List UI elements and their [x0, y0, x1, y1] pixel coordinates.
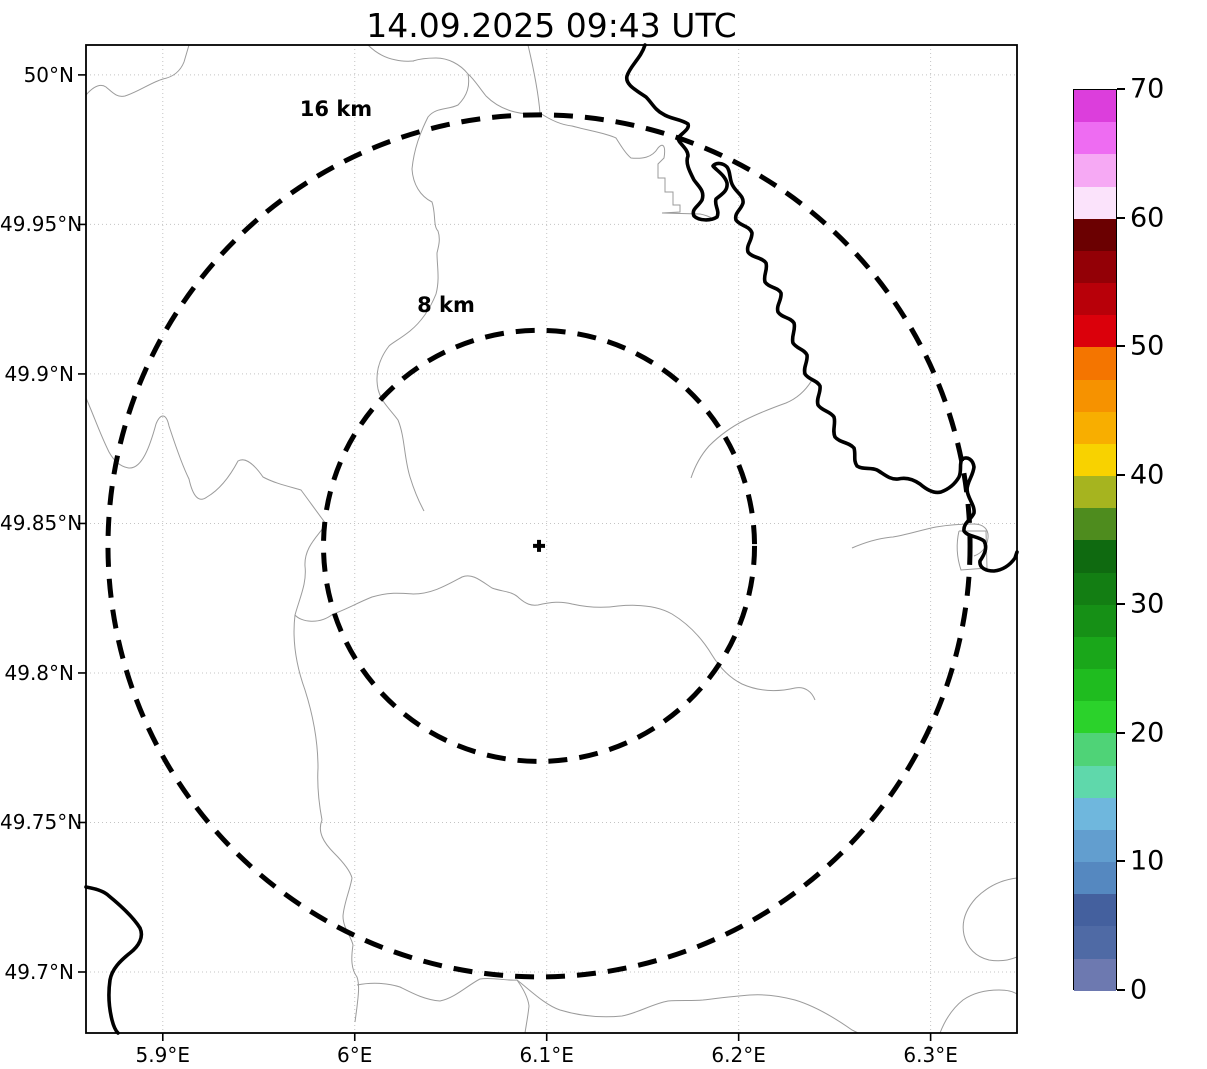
y-tick-label: 49.7°N — [4, 959, 75, 984]
map-line — [412, 57, 541, 115]
range-ring-8km — [321, 327, 758, 764]
map-line — [539, 112, 715, 220]
colorbar-segment — [1074, 862, 1116, 895]
colorbar-segment — [1074, 122, 1116, 155]
colorbar-segment — [1074, 797, 1116, 830]
colorbar-segment — [1074, 958, 1116, 991]
map-line — [527, 44, 541, 114]
colorbar-segment — [1074, 829, 1116, 863]
map-line — [85, 397, 816, 701]
colorbar-segment — [1074, 154, 1116, 187]
colorbar-segment — [1074, 186, 1116, 219]
range-ring-label-16km: 16 km — [299, 97, 373, 121]
colorbar-tick-label: 30 — [1130, 588, 1165, 620]
colorbar-segment — [1074, 926, 1116, 959]
axis-ticks — [78, 74, 932, 1041]
colorbar-segment — [1074, 347, 1116, 380]
map-line — [516, 979, 859, 1034]
range-ring-label-8km: 8 km — [417, 293, 475, 317]
map-line — [319, 819, 360, 1023]
colorbar-segment — [1074, 636, 1116, 670]
colorbar-tick-label: 60 — [1130, 202, 1165, 234]
colorbar-tick — [1117, 474, 1125, 477]
colorbar-tick — [1117, 731, 1125, 734]
y-tick-label: 49.95°N — [0, 212, 83, 237]
colorbar-tick-label: 0 — [1130, 974, 1148, 1006]
x-tick-label: 6.3°E — [903, 1043, 958, 1067]
plot-frame — [85, 44, 1018, 1034]
x-tick-label: 6.2°E — [711, 1043, 766, 1067]
map-line — [939, 989, 1018, 1034]
colorbar-segment — [1074, 411, 1116, 444]
country-border — [624, 43, 1019, 573]
map-line — [367, 44, 415, 62]
colorbar-segment — [1074, 218, 1116, 251]
colorbar — [1073, 89, 1117, 991]
x-tick-label: 6°E — [337, 1043, 373, 1067]
colorbar-tick — [1117, 602, 1125, 605]
colorbar-tick-label: 10 — [1130, 845, 1165, 877]
colorbar-tick-label: 50 — [1130, 330, 1165, 362]
plot-title: 14.09.2025 09:43 UTC — [366, 6, 737, 45]
y-tick-label: 50°N — [23, 62, 74, 87]
range-ring-16km — [105, 112, 973, 980]
commune-border-lines — [85, 44, 1018, 1034]
colorbar-tick — [1117, 216, 1125, 219]
country-border — [84, 885, 144, 1035]
map-line — [293, 614, 323, 821]
colorbar-segment — [1074, 765, 1116, 798]
country-border-lines — [84, 43, 1019, 1035]
y-tick-label: 49.8°N — [4, 660, 75, 685]
colorbar-tick — [1117, 860, 1125, 863]
y-tick-label: 49.75°N — [0, 810, 83, 835]
map-line — [851, 523, 989, 557]
y-tick-label: 49.9°N — [4, 361, 75, 386]
colorbar-segment — [1074, 90, 1116, 123]
colorbar-segment — [1074, 540, 1116, 573]
colorbar-segment — [1074, 379, 1116, 412]
colorbar-tick — [1117, 88, 1125, 90]
colorbar-segment — [1074, 701, 1116, 734]
colorbar-segment — [1074, 894, 1116, 927]
colorbar-segment — [1074, 476, 1116, 509]
colorbar-segment — [1074, 604, 1116, 637]
colorbar-segment — [1074, 572, 1116, 605]
x-tick-label: 6.1°E — [519, 1043, 574, 1067]
colorbar-tick — [1117, 989, 1125, 991]
colorbar-tick-label: 70 — [1130, 73, 1165, 105]
colorbar-segment — [1074, 508, 1116, 541]
map-line — [356, 977, 530, 1034]
colorbar-segment — [1074, 669, 1116, 702]
colorbar-segment — [1074, 443, 1116, 477]
colorbar-tick — [1117, 345, 1125, 348]
colorbar-tick-label: 20 — [1130, 717, 1165, 749]
colorbar-segment — [1074, 315, 1116, 348]
map-line — [690, 379, 813, 479]
colorbar-segment — [1074, 283, 1116, 316]
map-line — [85, 44, 190, 97]
map-line — [376, 73, 470, 512]
range-rings — [105, 112, 973, 980]
y-tick-label: 49.85°N — [0, 511, 83, 536]
colorbar-segment — [1074, 250, 1116, 284]
x-tick-label: 5.9°E — [135, 1043, 191, 1067]
map-line — [962, 877, 1018, 962]
colorbar-segment — [1074, 733, 1116, 766]
colorbar-tick-label: 40 — [1130, 459, 1165, 491]
